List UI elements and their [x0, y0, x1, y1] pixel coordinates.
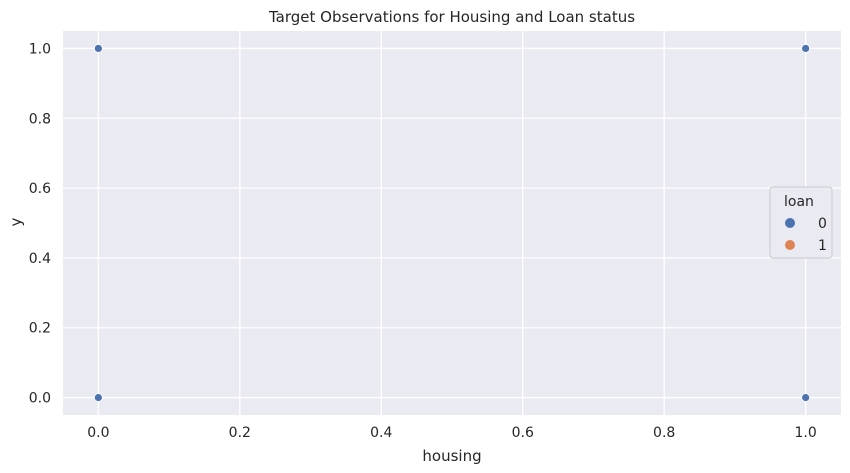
y-tick-label: 0.6 [29, 181, 51, 197]
scatter-point [801, 44, 811, 53]
legend-marker [785, 218, 795, 228]
x-tick-label: 0.6 [512, 425, 534, 441]
x-tick-label: 0.8 [653, 425, 675, 441]
x-tick-label: 0.4 [370, 425, 392, 441]
y-tick-label: 0.2 [29, 321, 51, 337]
scatter-point [93, 393, 103, 402]
scatter-point [801, 393, 811, 402]
legend-label: 1 [818, 238, 827, 254]
y-tick-labels: 0.0 0.2 0.4 0.6 0.8 1.0 [29, 41, 51, 406]
legend: loan 01 [769, 186, 833, 259]
legend-box [769, 186, 833, 259]
y-tick-label: 1.0 [29, 41, 51, 57]
legend-title: loan [784, 194, 814, 210]
x-tick-label: 0.2 [229, 425, 251, 441]
x-tick-label: 1.0 [795, 425, 817, 441]
y-axis-label: y [7, 217, 25, 226]
x-tick-label: 0.0 [87, 425, 109, 441]
legend-marker [785, 240, 795, 250]
y-tick-label: 0.8 [29, 111, 51, 127]
legend-label: 0 [818, 216, 827, 232]
plot-area [63, 31, 841, 415]
y-tick-label: 0.4 [29, 251, 51, 267]
scatter-point [93, 44, 103, 53]
y-tick-label: 0.0 [29, 391, 51, 407]
data-points [93, 44, 811, 402]
x-axis-label: housing [422, 447, 481, 465]
chart-title: Target Observations for Housing and Loan… [268, 8, 635, 26]
legend-entries: 01 [785, 216, 827, 254]
x-tick-labels: 0.0 0.2 0.4 0.6 0.8 1.0 [87, 425, 817, 441]
